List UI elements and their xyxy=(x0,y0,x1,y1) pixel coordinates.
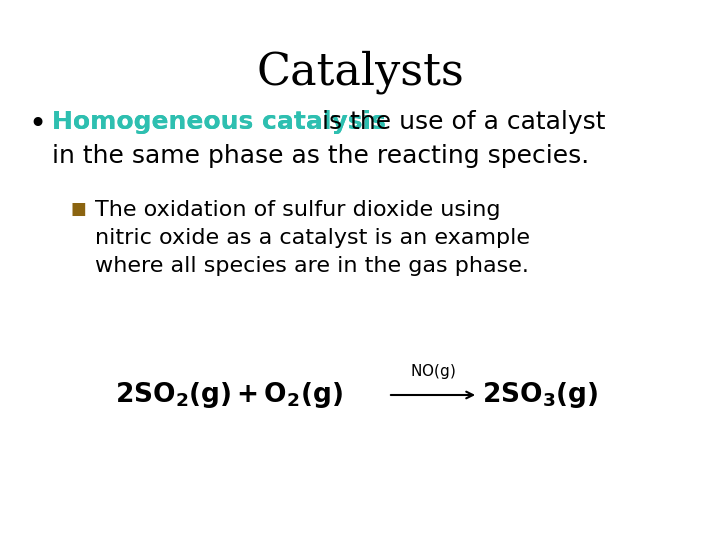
Text: $\mathrm{NO(g)}$: $\mathrm{NO(g)}$ xyxy=(410,362,456,381)
Text: ■: ■ xyxy=(70,200,86,218)
Text: where all species are in the gas phase.: where all species are in the gas phase. xyxy=(95,256,529,276)
Text: $\mathbf{2SO_3(g)}$: $\mathbf{2SO_3(g)}$ xyxy=(482,380,598,410)
Text: •: • xyxy=(28,110,46,139)
Text: nitric oxide as a catalyst is an example: nitric oxide as a catalyst is an example xyxy=(95,228,530,248)
Text: $\mathbf{2SO_2(g)+O_2(g)}$: $\mathbf{2SO_2(g)+O_2(g)}$ xyxy=(115,380,343,410)
Text: Homogeneous catalysis: Homogeneous catalysis xyxy=(52,110,386,134)
Text: is the use of a catalyst: is the use of a catalyst xyxy=(314,110,606,134)
Text: Catalysts: Catalysts xyxy=(256,50,464,93)
Text: Homogeneous catalysis: Homogeneous catalysis xyxy=(52,110,386,134)
Text: The oxidation of sulfur dioxide using: The oxidation of sulfur dioxide using xyxy=(95,200,500,220)
Text: in the same phase as the reacting species.: in the same phase as the reacting specie… xyxy=(52,144,589,168)
